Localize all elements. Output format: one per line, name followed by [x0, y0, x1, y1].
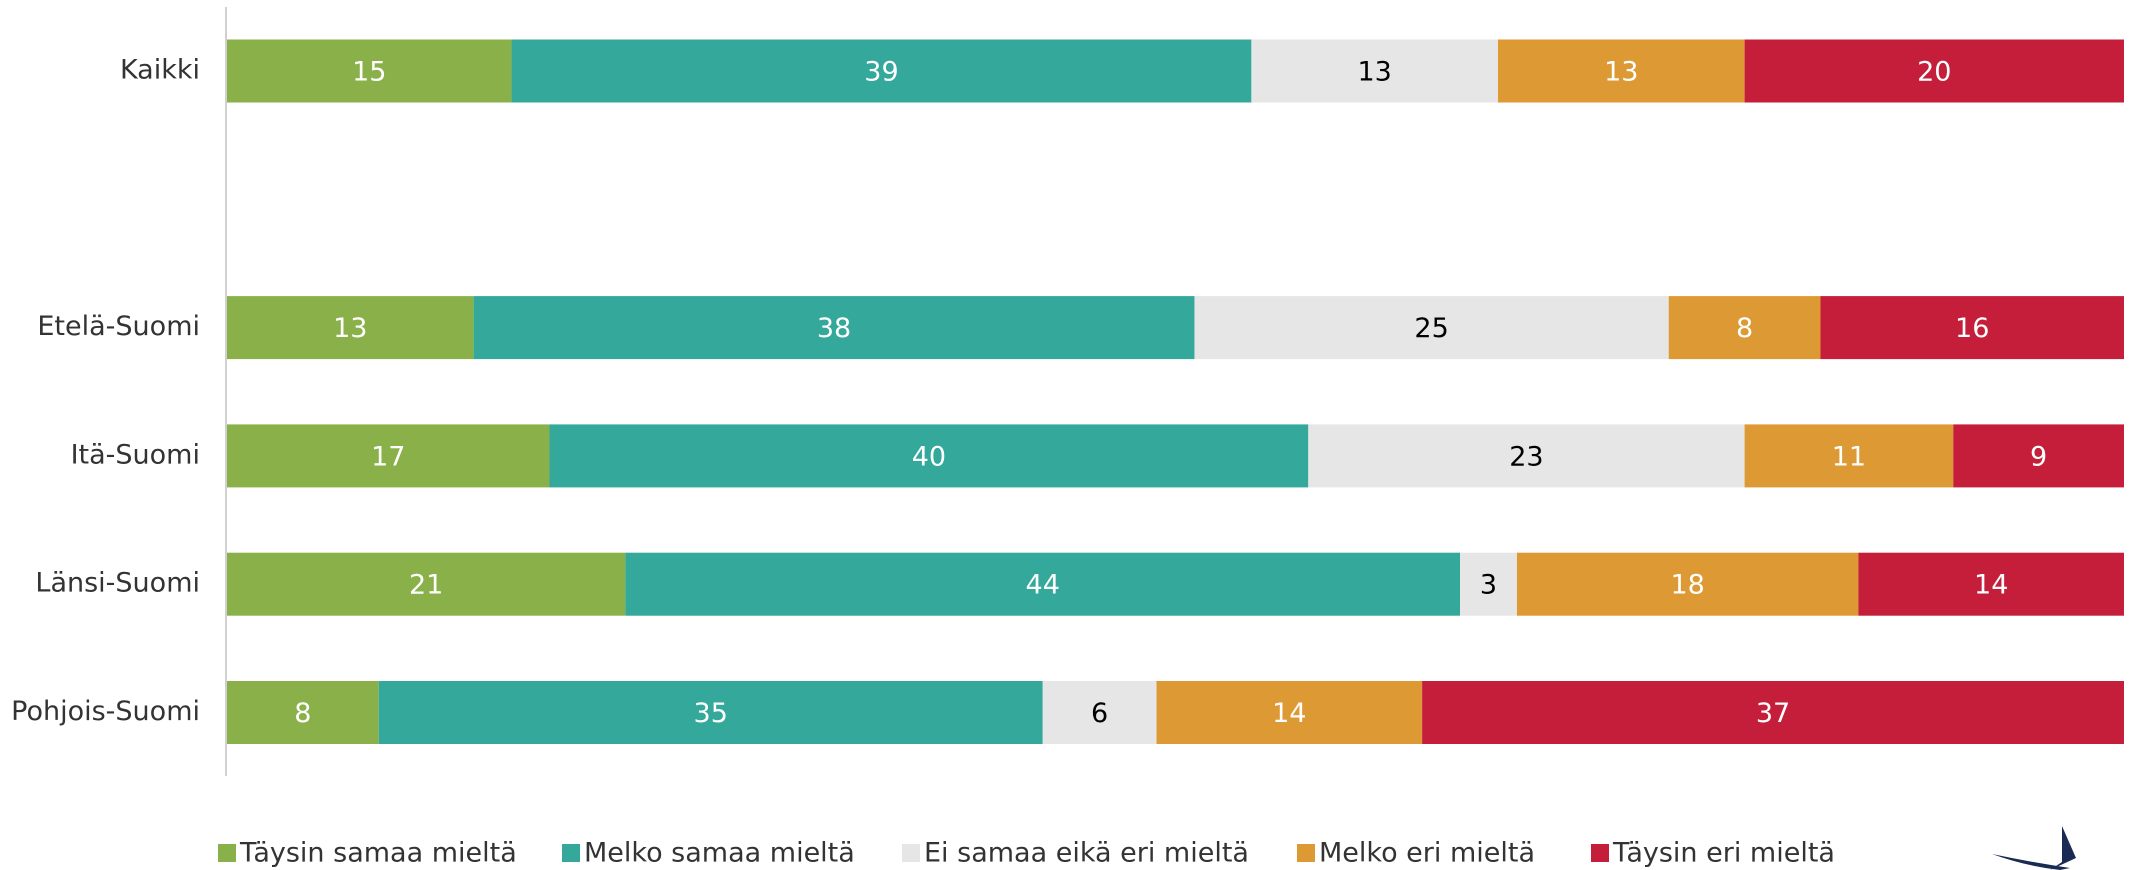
legend-label: Täysin eri mieltä	[1612, 838, 1835, 869]
data-label: 15	[352, 57, 386, 88]
data-label: 44	[1026, 570, 1060, 601]
bar-segment	[511, 39, 1252, 103]
data-label: 38	[817, 313, 851, 344]
bar-segment	[1744, 424, 1954, 488]
y-tick-label: Länsi-Suomi	[35, 568, 200, 599]
legend-label: Melko samaa mieltä	[584, 838, 855, 869]
data-label: 23	[1509, 441, 1543, 472]
bar-segment	[1251, 39, 1498, 103]
data-label: 21	[409, 570, 443, 601]
bar-segment	[473, 296, 1195, 360]
bar-segment	[1422, 681, 2124, 744]
bar-segment	[1460, 552, 1517, 616]
data-label: 25	[1414, 313, 1448, 344]
bar-segment	[625, 552, 1461, 616]
data-label: 17	[371, 441, 405, 472]
data-label: 3	[1480, 570, 1497, 601]
data-label: 13	[1358, 57, 1392, 88]
legend-swatch	[902, 844, 920, 862]
data-label: 35	[694, 698, 728, 729]
bar-segment	[227, 39, 512, 103]
bar-segment	[1042, 681, 1157, 744]
bar-segment	[227, 681, 379, 744]
data-label: 13	[333, 313, 367, 344]
y-tick-label: Pohjois-Suomi	[11, 696, 200, 727]
data-label: 40	[912, 441, 946, 472]
bar-segment	[1194, 296, 1669, 360]
legend-swatch	[1591, 844, 1609, 862]
bar-segment	[1497, 39, 1745, 103]
bar-segment	[1308, 424, 1745, 488]
data-label: 16	[1955, 313, 1989, 344]
legend-swatch	[562, 844, 580, 862]
bar-segment	[1156, 681, 1423, 744]
bar-segment	[227, 552, 626, 616]
bar-segment	[549, 424, 1309, 488]
data-label: 13	[1604, 57, 1638, 88]
bar-segment	[227, 296, 474, 360]
bar-segment	[1953, 424, 2124, 488]
data-label: 6	[1091, 698, 1108, 729]
data-label: 14	[1272, 698, 1306, 729]
data-label: 14	[1974, 570, 2008, 601]
bar-segment	[1820, 296, 2124, 360]
legend-label: Täysin samaa mieltä	[239, 838, 517, 869]
legend-label: Ei samaa eikä eri mieltä	[924, 838, 1249, 869]
data-label: 37	[1756, 698, 1790, 729]
legend-swatch	[1297, 844, 1315, 862]
data-label: 20	[1917, 57, 1951, 88]
bar-segment	[1858, 552, 2124, 616]
data-label: 18	[1671, 570, 1705, 601]
logo	[1992, 826, 2076, 870]
bar-segment	[1744, 39, 2124, 103]
legend-swatch	[218, 844, 236, 862]
bar-segment	[1668, 296, 1821, 360]
data-label: 11	[1832, 441, 1866, 472]
data-label: 8	[1736, 313, 1753, 344]
data-label: 39	[864, 57, 898, 88]
data-label: 9	[2030, 441, 2047, 472]
data-label: 8	[294, 698, 311, 729]
bar-segment	[227, 424, 550, 488]
y-tick-label: Kaikki	[120, 55, 200, 86]
bar-segment	[1516, 552, 1859, 616]
bar-segment	[378, 681, 1043, 744]
y-tick-label: Itä-Suomi	[71, 439, 200, 470]
y-tick-label: Etelä-Suomi	[37, 311, 200, 342]
legend-label: Melko eri mieltä	[1319, 838, 1535, 869]
